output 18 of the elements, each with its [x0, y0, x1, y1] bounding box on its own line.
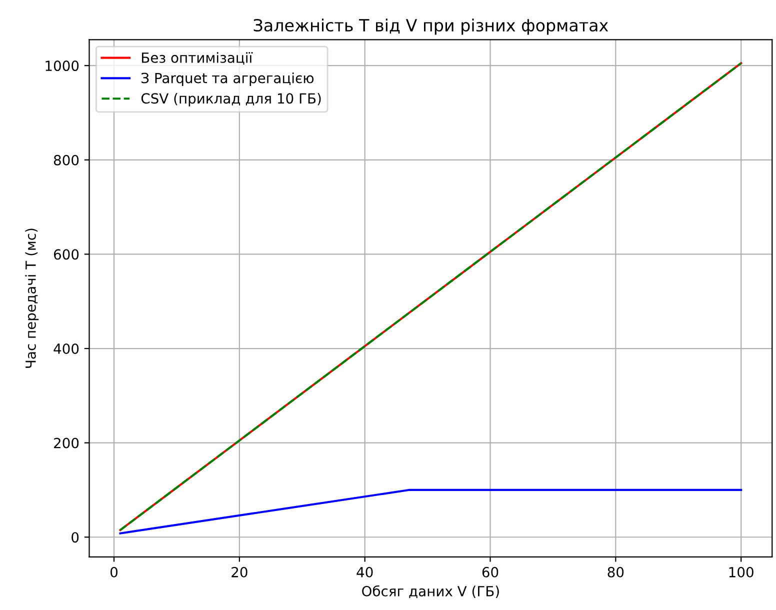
legend-label: CSV (приклад для 10 ГБ): [141, 92, 321, 106]
x-tick-label: 100: [729, 566, 754, 578]
y-tick-label: 200: [54, 438, 79, 448]
y-tick-label: 600: [54, 249, 79, 260]
legend-label: З Parquet та агрегацією: [142, 72, 314, 86]
chart-title: Залежність T від V при різних форматах: [254, 18, 608, 35]
x-tick-label: 80: [608, 566, 624, 578]
y-tick-label: 0: [72, 532, 79, 543]
legend-label: Без оптимізації: [142, 52, 253, 65]
x-tick-label: 40: [356, 566, 373, 578]
x-tick-label: 60: [482, 566, 498, 578]
y-tick-label: 800: [54, 154, 79, 166]
x-tick-label: 0: [110, 566, 118, 578]
x-axis-title: Обсяг даних V (ГБ): [362, 585, 499, 598]
y-tick-label: 1000: [46, 60, 79, 72]
x-tick-label: 20: [232, 566, 248, 578]
y-axis-title: Час передачі T (мс): [25, 228, 39, 368]
y-tick-label: 400: [54, 343, 79, 354]
